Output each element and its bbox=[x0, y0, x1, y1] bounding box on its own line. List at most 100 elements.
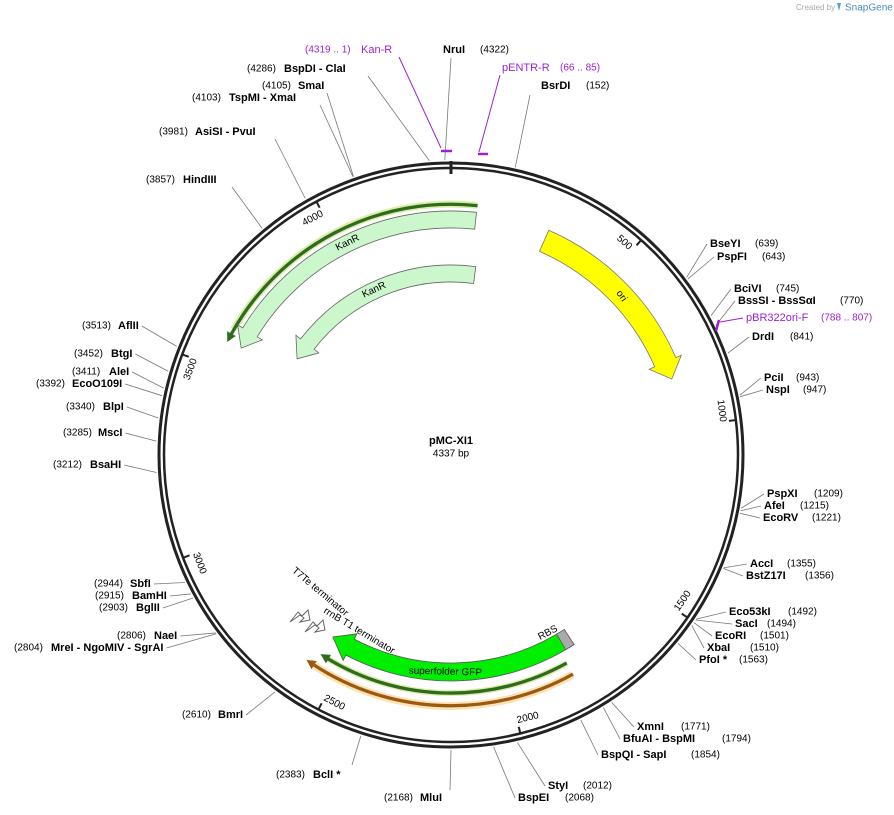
primer-leader bbox=[719, 317, 744, 323]
feature-arrow bbox=[538, 229, 683, 380]
leader-line bbox=[274, 138, 306, 199]
site-position: (1510) bbox=[750, 643, 779, 654]
leader-line bbox=[126, 406, 159, 419]
site-name: XmnI bbox=[637, 721, 664, 733]
leader-line bbox=[319, 104, 354, 177]
site-position: (3411) bbox=[72, 367, 100, 378]
site-position: (1356) bbox=[805, 571, 834, 582]
terminator-icon bbox=[289, 608, 311, 623]
site-name: SbfI bbox=[130, 578, 151, 590]
created-by: Created by bbox=[796, 3, 835, 12]
site-name: BlpI bbox=[103, 401, 124, 413]
site-name: BseYI bbox=[710, 238, 741, 250]
feature-arrow bbox=[332, 632, 568, 682]
site-name: PciI bbox=[764, 372, 784, 384]
feature-strand bbox=[227, 202, 478, 342]
primer-position: (788 .. 807) bbox=[821, 313, 872, 324]
site-position: (947) bbox=[803, 385, 826, 396]
leader-line bbox=[124, 464, 157, 473]
site-name: EcoRI bbox=[715, 630, 746, 642]
primer-position: (66 .. 85) bbox=[560, 63, 600, 74]
leader-line bbox=[514, 94, 531, 168]
tick-mark bbox=[317, 702, 323, 710]
site-name: SacI bbox=[735, 618, 758, 630]
tick-mark bbox=[681, 612, 689, 619]
site-position: (4286) bbox=[247, 64, 276, 75]
leader-line bbox=[132, 371, 164, 389]
site-name: EcoO109I bbox=[72, 378, 122, 390]
brand-icon bbox=[837, 3, 841, 11]
site-position: (639) bbox=[755, 239, 778, 250]
feature-arrow bbox=[237, 210, 477, 349]
leader-line bbox=[162, 597, 194, 609]
site-name: SmaI bbox=[298, 80, 324, 92]
site-position: (2383) bbox=[276, 770, 305, 781]
tick-label: 1500 bbox=[672, 588, 694, 613]
tick-label: 2500 bbox=[322, 693, 347, 713]
site-position: (943) bbox=[796, 373, 819, 384]
primer-leader bbox=[478, 74, 501, 153]
leader-line bbox=[326, 92, 354, 177]
site-position: (2610) bbox=[182, 710, 211, 721]
site-position: (1209) bbox=[814, 489, 843, 500]
leader-line bbox=[135, 353, 169, 372]
site-name: PspFI bbox=[717, 251, 747, 263]
site-position: (2903) bbox=[99, 603, 128, 614]
leader-line bbox=[677, 643, 697, 661]
site-position: (2915) bbox=[95, 591, 124, 602]
tick-mark bbox=[517, 726, 522, 734]
site-name: PfoI * bbox=[699, 654, 728, 666]
leader-line bbox=[691, 625, 705, 649]
tick-mark bbox=[728, 419, 736, 422]
leader-line bbox=[740, 505, 762, 512]
leader-line bbox=[141, 325, 177, 347]
leader-line bbox=[740, 389, 764, 398]
site-name: AleI bbox=[109, 366, 129, 378]
site-name: BamHI bbox=[132, 590, 167, 602]
site-position: (1215) bbox=[800, 501, 829, 512]
leader-line bbox=[739, 377, 762, 396]
leader-line bbox=[180, 632, 216, 637]
site-position: (2806) bbox=[117, 631, 146, 642]
leader-line bbox=[449, 749, 452, 791]
site-name: BfuAI - BspMI bbox=[623, 733, 695, 745]
leader-line bbox=[696, 611, 727, 620]
site-name: BspEI bbox=[518, 792, 549, 804]
site-name: BssSI - BssSαI bbox=[738, 295, 816, 307]
site-name: BspQI - SapI bbox=[601, 749, 666, 761]
leader-line bbox=[727, 336, 750, 354]
tick-mark bbox=[181, 353, 190, 358]
leader-line bbox=[169, 593, 191, 597]
site-position: (1355) bbox=[787, 559, 816, 570]
site-position: (2068) bbox=[565, 793, 594, 804]
leader-line bbox=[723, 567, 744, 577]
leader-line bbox=[231, 186, 263, 229]
leader-line bbox=[687, 256, 715, 280]
site-position: (841) bbox=[790, 332, 813, 343]
site-position: (3285) bbox=[63, 428, 92, 439]
leader-line bbox=[493, 746, 516, 799]
site-name: MluI bbox=[420, 792, 442, 804]
feature-label: T7Te terminator bbox=[290, 565, 351, 619]
leader-line bbox=[723, 563, 748, 569]
tick-label: 500 bbox=[614, 233, 634, 253]
feature-label: superfolder GFP bbox=[408, 666, 482, 679]
site-name: TspMI - XmaI bbox=[229, 92, 296, 104]
plasmid-length: 4337 bp bbox=[433, 449, 470, 460]
leader-line bbox=[710, 288, 732, 316]
site-position: (2944) bbox=[94, 579, 123, 590]
site-position: (1494) bbox=[767, 619, 796, 630]
leader-line bbox=[125, 432, 157, 442]
primer-name: pBR322ori-F bbox=[746, 312, 809, 324]
site-position: (1501) bbox=[760, 631, 789, 642]
site-name: XbaI bbox=[707, 642, 730, 654]
leader-line bbox=[603, 707, 621, 740]
site-name: BstZ17I bbox=[746, 570, 786, 582]
site-position: (1771) bbox=[681, 722, 710, 733]
site-position: (770) bbox=[840, 296, 863, 307]
site-name: Eco53kI bbox=[729, 606, 771, 618]
feature-arrow bbox=[295, 264, 477, 360]
site-name: NspI bbox=[766, 384, 790, 396]
tick-label: 3000 bbox=[190, 551, 208, 576]
